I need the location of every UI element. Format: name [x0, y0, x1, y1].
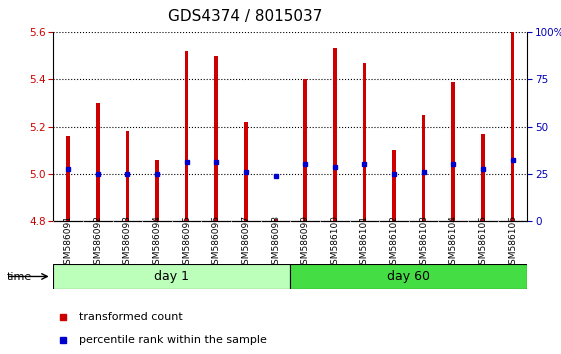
- Bar: [333, 48, 337, 221]
- Bar: [244, 122, 247, 221]
- Text: GSM586099: GSM586099: [301, 215, 310, 270]
- Bar: [155, 160, 159, 221]
- Bar: [422, 115, 425, 221]
- Text: GSM586100: GSM586100: [330, 215, 339, 270]
- Text: percentile rank within the sample: percentile rank within the sample: [79, 335, 267, 346]
- Text: GSM586092: GSM586092: [93, 215, 102, 270]
- Bar: [126, 131, 129, 221]
- Text: time: time: [7, 272, 32, 282]
- Text: GSM586103: GSM586103: [419, 215, 428, 270]
- Bar: [452, 81, 455, 221]
- Bar: [53, 264, 290, 289]
- Bar: [362, 63, 366, 221]
- Text: GSM586093: GSM586093: [123, 215, 132, 270]
- Text: GSM586098: GSM586098: [271, 215, 280, 270]
- Text: GSM586097: GSM586097: [241, 215, 250, 270]
- Text: GSM586094: GSM586094: [153, 215, 162, 270]
- Text: GSM586096: GSM586096: [211, 215, 220, 270]
- Text: GSM586102: GSM586102: [389, 215, 398, 270]
- Text: GSM586104: GSM586104: [449, 215, 458, 270]
- Bar: [392, 150, 396, 221]
- Text: GSM586106: GSM586106: [508, 215, 517, 270]
- Text: GSM586101: GSM586101: [360, 215, 369, 270]
- Text: GSM586095: GSM586095: [182, 215, 191, 270]
- Text: day 60: day 60: [387, 270, 430, 283]
- Bar: [511, 32, 514, 221]
- Text: transformed count: transformed count: [79, 312, 183, 322]
- Bar: [290, 264, 527, 289]
- Bar: [96, 103, 99, 221]
- Bar: [66, 136, 70, 221]
- Text: GDS4374 / 8015037: GDS4374 / 8015037: [168, 9, 323, 24]
- Bar: [214, 56, 218, 221]
- Bar: [481, 134, 485, 221]
- Text: GSM586091: GSM586091: [63, 215, 72, 270]
- Text: GSM586105: GSM586105: [479, 215, 488, 270]
- Bar: [274, 219, 277, 221]
- Bar: [304, 79, 307, 221]
- Text: day 1: day 1: [154, 270, 189, 283]
- Bar: [185, 51, 188, 221]
